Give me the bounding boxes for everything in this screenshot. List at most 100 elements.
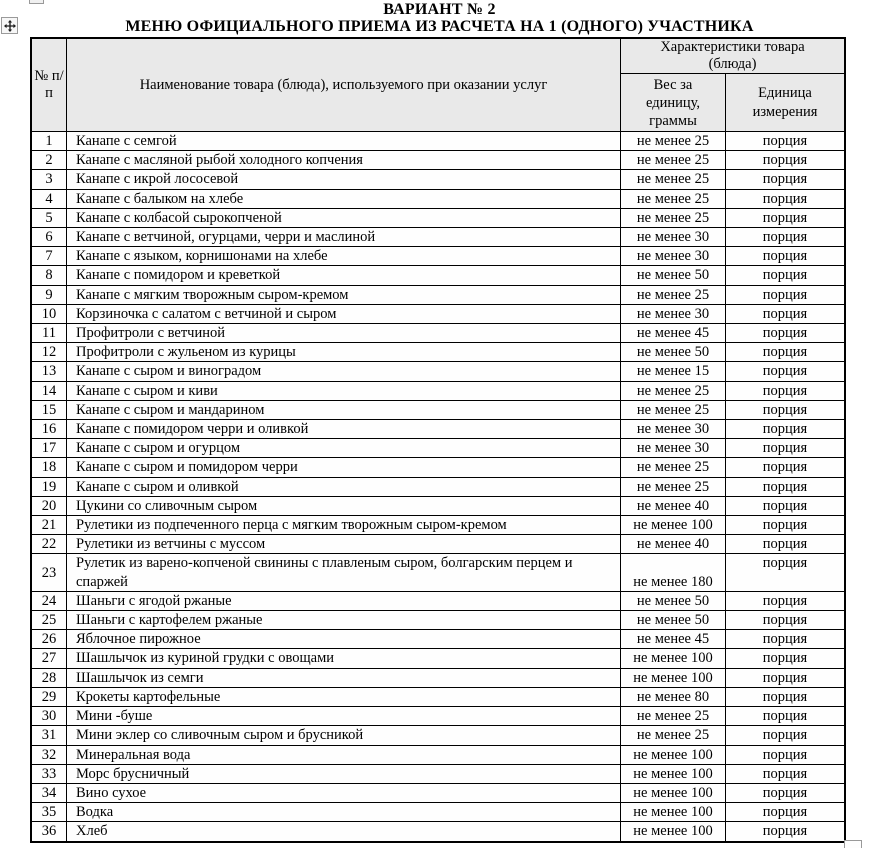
- header-dish-name-label: Наименование товара (блюда), используемо…: [139, 76, 548, 93]
- dish-name-cell: Рулетик из варено-копченой свинины с пла…: [67, 554, 621, 591]
- table-header: № п/п Наименование товара (блюда), испол…: [32, 39, 844, 132]
- row-number: 6: [32, 228, 67, 247]
- weight-cell: не менее 25: [621, 707, 726, 726]
- dish-name-cell: Канапе с сыром и огурцом: [67, 439, 621, 458]
- unit-cell: порция: [762, 401, 808, 418]
- unit-cell: порция: [762, 727, 808, 744]
- weight-cell: не менее 45: [621, 630, 726, 649]
- table-move-handle[interactable]: [1, 17, 18, 34]
- header-characteristics-label: Характеристики товара (блюда): [660, 39, 805, 72]
- unit-cell: порция: [762, 344, 808, 361]
- unit-cell: порция: [762, 784, 808, 801]
- row-number: 19: [32, 477, 67, 496]
- row-number: 17: [32, 439, 67, 458]
- row-number: 26: [32, 630, 67, 649]
- dish-name-cell: Шашлычок из куриной грудки с овощами: [67, 649, 621, 668]
- table-row: 12 Профитроли с жульеном из курицы не мене…: [32, 343, 844, 363]
- unit-cell: порция: [762, 133, 808, 149]
- unit-cell: порция: [762, 536, 808, 553]
- dish-name-cell: Канапе с помидором черри и оливкой: [67, 420, 621, 439]
- table-row: 17 Канапе с сыром и огурцом не менее 30 пор…: [32, 439, 844, 459]
- weight-cell: не менее 15: [621, 362, 726, 381]
- row-number: 32: [32, 745, 67, 764]
- unit-cell: порция: [762, 708, 808, 725]
- unit-cell: порция: [762, 765, 808, 782]
- table-row: 26 Яблочное пирожное не менее 45 порция: [32, 630, 844, 650]
- row-number: 22: [32, 535, 67, 554]
- unit-cell: порция: [762, 459, 808, 476]
- weight-cell: не менее 100: [621, 668, 726, 687]
- header-weight: Вес за единицу, граммы: [621, 74, 726, 131]
- table-row: 6 Канапе с ветчиной, огурцами, черри и ма…: [32, 228, 844, 248]
- unit-cell: порция: [762, 209, 808, 226]
- table-row: 2 Канапе с масляной рыбой холодного копче…: [32, 151, 844, 171]
- dish-name-cell: Канапе с сыром и мандарином: [67, 400, 621, 420]
- table-resize-handle[interactable]: [844, 840, 862, 848]
- unit-cell: порция: [762, 631, 808, 648]
- weight-cell: не менее 40: [621, 496, 726, 516]
- table-row: 13 Канапе с сыром и виноградом не менее 15…: [32, 362, 844, 382]
- table-row: 3 Канапе с икрой лососевой не менее 25 порц…: [32, 170, 844, 190]
- weight-cell: не менее 30: [621, 247, 726, 266]
- weight-cell: не менее 25: [621, 477, 726, 496]
- dish-name-cell: Шаньги с картофелем ржаные: [67, 611, 621, 630]
- dish-name-cell: Рулетики из подпеченного перца с мягким …: [67, 516, 621, 535]
- row-number: 30: [32, 707, 67, 726]
- row-number: 33: [32, 764, 67, 783]
- table-row: 23 Рулетик из варено-копченой свинины с п…: [32, 554, 844, 592]
- menu-table: № п/п Наименование товара (блюда), испол…: [30, 37, 846, 843]
- table-row: 15 Канапе с сыром и мандарином не менее 25…: [32, 400, 844, 421]
- row-number: 28: [32, 668, 67, 687]
- dish-name-cell: Профитроли с ветчиной: [67, 324, 621, 343]
- dish-name-cell: Крокеты картофельные: [67, 687, 621, 707]
- row-number: 12: [32, 343, 67, 362]
- table-row: 14 Канапе с сыром и киви не менее 25 порция: [32, 381, 844, 401]
- weight-cell: не менее 25: [621, 458, 726, 477]
- dish-name-cell: Канапе с колбасой сырокопченой: [67, 208, 621, 228]
- dish-name-cell: Канапе с балыком на хлебе: [67, 189, 621, 208]
- weight-cell: не менее 25: [621, 208, 726, 228]
- table-row: 22 Рулетики из ветчины с муссом не менее 4…: [32, 535, 844, 555]
- weight-cell: не менее 40: [621, 535, 726, 554]
- weight-cell: не менее 30: [621, 420, 726, 439]
- dish-name-cell: Морс брусничный: [67, 764, 621, 783]
- weight-cell: не менее 100: [621, 764, 726, 783]
- row-number: 31: [32, 726, 67, 745]
- unit-cell: порция: [762, 286, 808, 303]
- row-number: 36: [32, 822, 67, 841]
- dish-name-cell: Мини -буше: [67, 707, 621, 726]
- unit-cell: порция: [762, 592, 808, 609]
- dish-name-cell: Канапе с сыром и оливкой: [67, 477, 621, 496]
- dish-name-cell: Канапе с сыром и помидором черри: [67, 458, 621, 477]
- table-row: 11 Профитроли с ветчиной не менее 45 порция: [32, 324, 844, 344]
- dish-name-cell: Корзиночка с салатом с ветчиной и сыром: [67, 304, 621, 324]
- row-number: 16: [32, 420, 67, 439]
- table-row: 35 Водка не менее 100 порция: [32, 803, 844, 823]
- row-number: 13: [32, 362, 67, 381]
- weight-cell: не менее 30: [621, 439, 726, 458]
- unit-cell: порция: [762, 171, 808, 188]
- row-number: 21: [32, 516, 67, 535]
- unit-cell: порция: [762, 421, 808, 438]
- row-number: 23: [32, 554, 67, 591]
- unit-cell: порция: [762, 688, 808, 705]
- header-number: № п/п: [32, 39, 67, 131]
- weight-cell: не менее 50: [621, 611, 726, 630]
- row-number: 18: [32, 458, 67, 477]
- dish-name-cell: Цукини со сливочным сыром: [67, 496, 621, 516]
- header-weight-label: Вес за единицу, граммы: [645, 76, 701, 129]
- row-number: 11: [32, 324, 67, 343]
- dish-name-cell: Мини эклер со сливочным сыром и бруснико…: [67, 726, 621, 745]
- row-number: 14: [32, 381, 67, 400]
- unit-cell: порция: [762, 823, 808, 840]
- table-row: 27 Шашлычок из куриной грудки с овощами не…: [32, 649, 844, 669]
- table-row: 28 Шашлычок из семги не менее 100 порция: [32, 668, 844, 688]
- row-number: 7: [32, 247, 67, 266]
- dish-name-cell: Профитроли с жульеном из курицы: [67, 343, 621, 362]
- row-number: 4: [32, 189, 67, 208]
- dish-name-cell: Минеральная вода: [67, 745, 621, 764]
- dish-name-cell: Яблочное пирожное: [67, 630, 621, 649]
- table-row: 4 Канапе с балыком на хлебе не менее 25 пор…: [32, 189, 844, 209]
- dish-name-cell: Канапе с сыром и виноградом: [67, 362, 621, 381]
- unit-cell: порция: [762, 517, 808, 534]
